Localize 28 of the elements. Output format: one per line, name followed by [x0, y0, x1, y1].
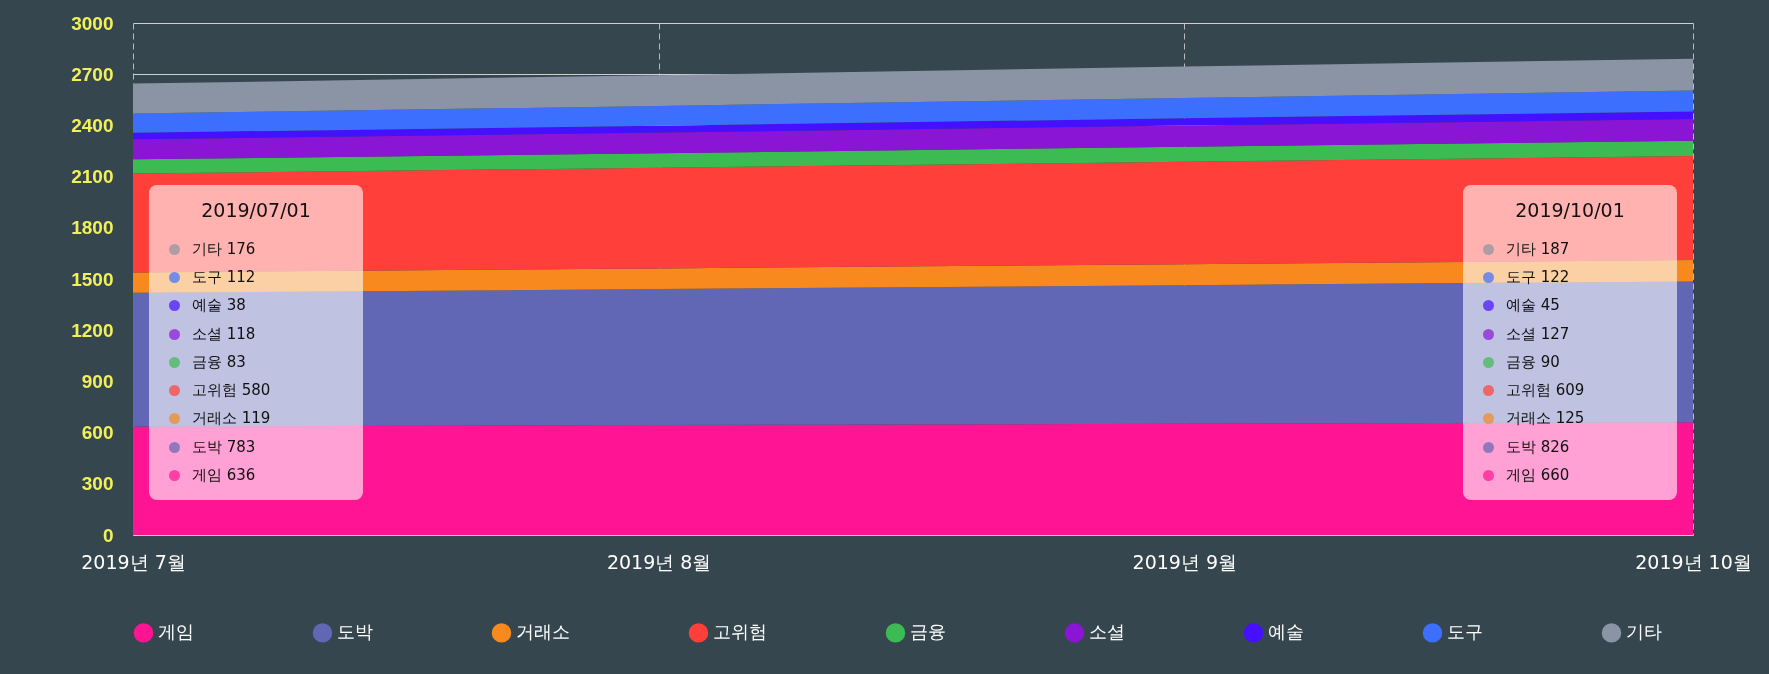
y-tick-label: 2700	[71, 63, 114, 85]
x-tick-label: 2019년 9월	[1132, 550, 1238, 573]
y-tick-label: 1800	[71, 217, 114, 239]
y-tick-label: 3000	[71, 12, 114, 34]
x-tick-label: 2019년 10월	[1635, 550, 1752, 573]
legend-label: 도구	[1447, 620, 1483, 642]
tooltip-card: 2019/10/01 기타 187 도구 122 예술 45 소셜 127 금융 90 고위험 609 거래소 125 도박 826 게임 660	[1463, 185, 1677, 500]
annotation: 2019/10/01	[1514, 199, 1626, 221]
tooltip-card: 2019/07/01 기타 176 도구 112 예술 38 소셜 118 금융 83 고위험 580 거래소 119 도박 783 게임 636	[149, 185, 363, 500]
y-tick-label: 1200	[71, 319, 114, 341]
y-tick-label: 900	[81, 370, 114, 392]
legend-label: 소셜	[1089, 620, 1125, 642]
legend-label: 도박	[337, 620, 373, 642]
y-tick-label: 2100	[71, 166, 114, 188]
x-tick-label: 2019년 7월	[81, 550, 186, 573]
legend-label: 게임	[158, 620, 194, 642]
y-tick-label: 300	[81, 473, 114, 495]
y-tick-label: 0	[102, 524, 114, 546]
legend-label: 거래소	[516, 620, 570, 642]
legend-label: 금융	[910, 620, 946, 642]
y-tick-label: 2400	[71, 114, 114, 136]
annotation: 2019/07/01	[200, 199, 312, 221]
y-tick-label: 1500	[71, 268, 114, 290]
y-tick-label: 600	[81, 422, 114, 444]
legend-label: 기타	[1626, 620, 1662, 642]
legend-label: 고위험	[713, 620, 767, 642]
legend-label: 예술	[1268, 620, 1304, 642]
x-tick-label: 2019년 8월	[606, 550, 712, 573]
